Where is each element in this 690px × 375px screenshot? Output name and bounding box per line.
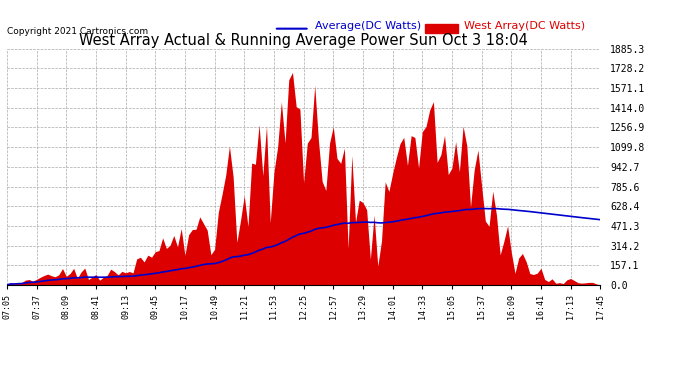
Title: West Array Actual & Running Average Power Sun Oct 3 18:04: West Array Actual & Running Average Powe… bbox=[79, 33, 528, 48]
Bar bbox=[425, 24, 458, 33]
Text: Average(DC Watts): Average(DC Watts) bbox=[315, 21, 422, 31]
Text: Copyright 2021 Cartronics.com: Copyright 2021 Cartronics.com bbox=[7, 27, 148, 36]
Text: West Array(DC Watts): West Array(DC Watts) bbox=[464, 21, 585, 31]
